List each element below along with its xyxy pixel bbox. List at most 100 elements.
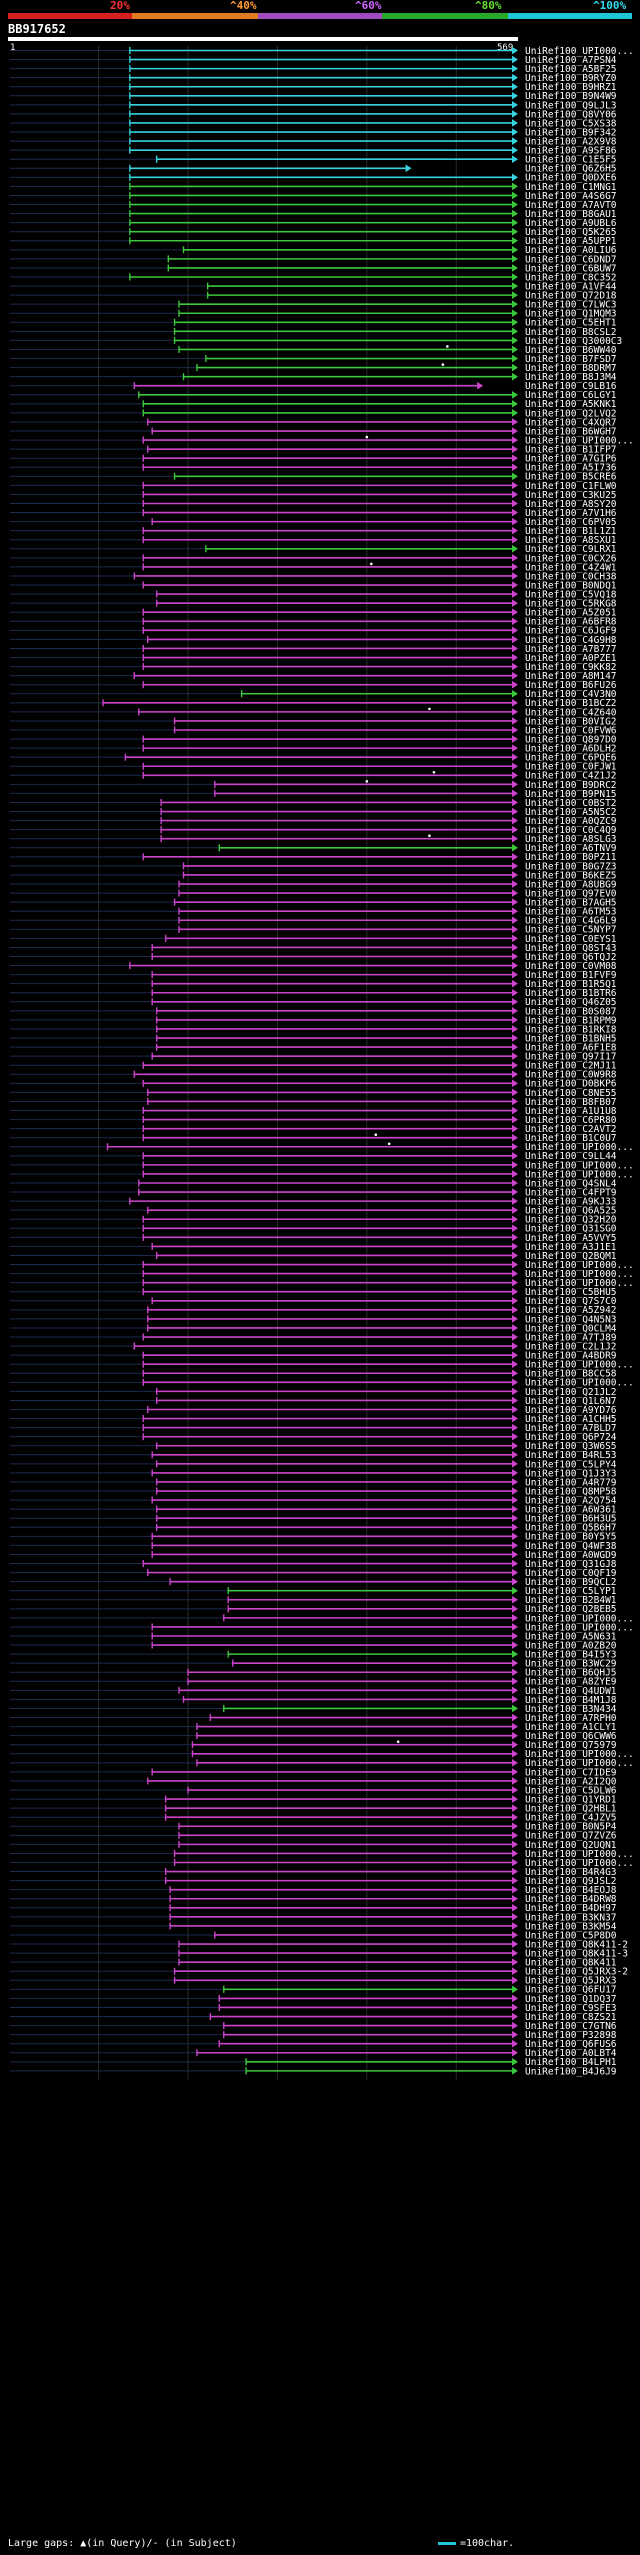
hit-row[interactable]: UniRef100_B7AGH5: [10, 898, 617, 909]
hit-row[interactable]: UniRef100_A1CLY1: [10, 1722, 617, 1733]
hit-row[interactable]: UniRef100_UPI000...: [10, 1142, 634, 1153]
hit-label[interactable]: UniRef100_Q6FU17: [525, 1985, 617, 1996]
hit-label[interactable]: UniRef100_C2L1J2: [525, 1341, 617, 1352]
hit-row[interactable]: UniRef100_B4I5Y3: [10, 1650, 617, 1661]
hit-label[interactable]: UniRef100_A8SLG3: [525, 834, 617, 845]
hit-row[interactable]: UniRef100_Q6A525: [10, 1206, 617, 1217]
hit-label[interactable]: UniRef100_Q2LVQ2: [525, 408, 617, 419]
hit-row[interactable]: UniRef100_B4DH97: [10, 1903, 617, 1914]
hit-label[interactable]: UniRef100_UPI000...: [525, 435, 634, 446]
hit-label[interactable]: UniRef100_B0VIG2: [525, 716, 617, 727]
hit-row[interactable]: UniRef100_B4J6J9: [10, 2066, 617, 2077]
hit-row[interactable]: UniRef100_Q3000C3: [10, 336, 622, 347]
hit-label[interactable]: UniRef100_Q1YRD1: [525, 1794, 617, 1805]
hit-row[interactable]: UniRef100_A2I2Q0: [10, 1776, 617, 1787]
hit-row[interactable]: UniRef100_Q75979: [10, 1740, 617, 1751]
hit-label[interactable]: UniRef100_B8FB07: [525, 1097, 617, 1108]
hit-label[interactable]: UniRef100_A5N5C2: [525, 807, 617, 818]
hit-row[interactable]: UniRef100_A8M147: [10, 671, 617, 682]
hit-row[interactable]: UniRef100_B0Y5Y5: [10, 1532, 617, 1543]
hit-row[interactable]: UniRef100_UPI000...: [10, 1378, 634, 1389]
hit-row[interactable]: UniRef100_A6BFR8: [10, 617, 617, 628]
hit-label[interactable]: UniRef100_C5DLW6: [525, 1785, 617, 1796]
hit-label[interactable]: UniRef100_A0ZB20: [525, 1640, 617, 1651]
hit-label[interactable]: UniRef100_B6WW40: [525, 345, 617, 356]
hit-row[interactable]: UniRef100_Q8MP58: [10, 1486, 617, 1497]
hit-label[interactable]: UniRef100_B3N434: [525, 1704, 617, 1715]
hit-row[interactable]: UniRef100_Q21JL2: [10, 1387, 617, 1398]
hit-label[interactable]: UniRef100_C0CX26: [525, 553, 617, 564]
hit-label[interactable]: UniRef100_A0QZC9: [525, 816, 617, 827]
hit-row[interactable]: UniRef100_C4G6L9: [10, 916, 617, 927]
hit-label[interactable]: UniRef100_B0Y5Y5: [525, 1532, 617, 1543]
hit-label[interactable]: UniRef100_C8C352: [525, 272, 617, 283]
hit-label[interactable]: UniRef100_Q7S7C0: [525, 1296, 617, 1307]
hit-row[interactable]: UniRef100_B1IFP7: [10, 445, 617, 456]
hit-row[interactable]: UniRef100_C4Z640: [10, 707, 617, 718]
hit-row[interactable]: UniRef100_Q6P724: [10, 1432, 617, 1443]
hit-label[interactable]: UniRef100_Q4SNL4: [525, 1178, 617, 1189]
hit-label[interactable]: UniRef100_C6PV05: [525, 517, 617, 528]
hit-row[interactable]: UniRef100_B8FB07: [10, 1097, 617, 1108]
hit-label[interactable]: UniRef100_UPI000...: [525, 1269, 634, 1280]
hit-row[interactable]: UniRef100_Q1L6N7: [10, 1396, 617, 1407]
hit-row[interactable]: UniRef100_Q3W6S5: [10, 1441, 617, 1452]
hit-row[interactable]: UniRef100_B0N5P4: [10, 1822, 617, 1833]
hit-label[interactable]: UniRef100_A5N631: [525, 1631, 617, 1642]
hit-label[interactable]: UniRef100_A5Z051: [525, 608, 617, 619]
hit-label[interactable]: UniRef100_A8SXU1: [525, 535, 617, 546]
hit-label[interactable]: UniRef100_Q8K411-2: [525, 1939, 628, 1950]
hit-label[interactable]: UniRef100_A5Z942: [525, 1305, 617, 1316]
hit-label[interactable]: UniRef100_A6TNV9: [525, 843, 617, 854]
hit-label[interactable]: UniRef100_A1CHH5: [525, 1414, 617, 1425]
hit-row[interactable]: UniRef100_Q8VY06: [10, 109, 617, 120]
hit-label[interactable]: UniRef100_Q8K411: [525, 1958, 617, 1969]
hit-label[interactable]: UniRef100_C8ZS21: [525, 2012, 617, 2023]
hit-row[interactable]: UniRef100_C0QF19: [10, 1568, 617, 1579]
hit-row[interactable]: UniRef100_Q31GJ8: [10, 1559, 617, 1570]
hit-label[interactable]: UniRef100_C6PQE6: [525, 753, 617, 764]
hit-label[interactable]: UniRef100_B9N4W9: [525, 91, 617, 102]
hit-label[interactable]: UniRef100_A4R779: [525, 1477, 617, 1488]
hit-row[interactable]: UniRef100_A0LBT4: [10, 2048, 617, 2059]
hit-row[interactable]: UniRef100_UPI000...: [10, 1278, 634, 1289]
hit-label[interactable]: UniRef100_Q9LJL3: [525, 100, 617, 111]
hit-row[interactable]: UniRef100_Q4WF38: [10, 1541, 617, 1552]
hit-label[interactable]: UniRef100_C0FJW1: [525, 762, 617, 773]
hit-row[interactable]: UniRef100_Q8ST43: [10, 943, 617, 954]
hit-label[interactable]: UniRef100_Q1J3Y3: [525, 1468, 617, 1479]
hit-label[interactable]: UniRef100_B0G7Z3: [525, 861, 617, 872]
hit-label[interactable]: UniRef100_Q4N5N3: [525, 1314, 617, 1325]
hit-label[interactable]: UniRef100_A6BFR8: [525, 617, 617, 628]
hit-row[interactable]: UniRef100_B6WW40: [10, 345, 617, 356]
hit-label[interactable]: UniRef100_B9F342: [525, 127, 617, 138]
hit-label[interactable]: UniRef100_UPI000...: [525, 1622, 634, 1633]
hit-label[interactable]: UniRef100_UPI000...: [525, 1613, 634, 1624]
hit-row[interactable]: UniRef100_Q2BEB5: [10, 1604, 617, 1615]
hit-label[interactable]: UniRef100_B4R4G3: [525, 1867, 617, 1878]
hit-label[interactable]: UniRef100_B1R5Q1: [525, 979, 617, 990]
hit-row[interactable]: UniRef100_B6WGH7: [10, 426, 617, 437]
hit-label[interactable]: UniRef100_C7IDE9: [525, 1767, 617, 1778]
hit-row[interactable]: UniRef100_B0PZ11: [10, 852, 617, 863]
hit-row[interactable]: UniRef100_C5VQ18: [10, 590, 617, 601]
hit-row[interactable]: UniRef100_B8J3M4: [10, 372, 617, 383]
hit-row[interactable]: UniRef100_UPI000...: [10, 46, 634, 57]
hit-label[interactable]: UniRef100_C4FPT9: [525, 1187, 617, 1198]
hit-label[interactable]: UniRef100_C5NYP7: [525, 925, 617, 936]
hit-row[interactable]: UniRef100_C8NE55: [10, 1088, 617, 1099]
hit-label[interactable]: UniRef100_C7GTN6: [525, 2021, 617, 2032]
hit-row[interactable]: UniRef100_B0G7Z3: [10, 861, 617, 872]
hit-row[interactable]: UniRef100_C4Z1J2: [10, 771, 617, 782]
hit-label[interactable]: UniRef100_B3KM54: [525, 1921, 617, 1932]
hit-row[interactable]: UniRef100_Q1DQ37: [10, 1994, 617, 2005]
hit-label[interactable]: UniRef100_C9LB16: [525, 381, 617, 392]
hit-label[interactable]: UniRef100_A3J1E1: [525, 1242, 617, 1253]
hit-row[interactable]: UniRef100_B1L1Z1: [10, 526, 617, 537]
hit-label[interactable]: UniRef100_B1RPM9: [525, 1015, 617, 1026]
hit-row[interactable]: UniRef100_A7GIP6: [10, 454, 617, 465]
hit-row[interactable]: UniRef100_UPI000...: [10, 1613, 634, 1624]
hit-label[interactable]: UniRef100_B0NDQ1: [525, 580, 617, 591]
hit-row[interactable]: UniRef100_C2MJ11: [10, 1061, 617, 1072]
hit-label[interactable]: UniRef100_A5VVY5: [525, 1233, 617, 1244]
